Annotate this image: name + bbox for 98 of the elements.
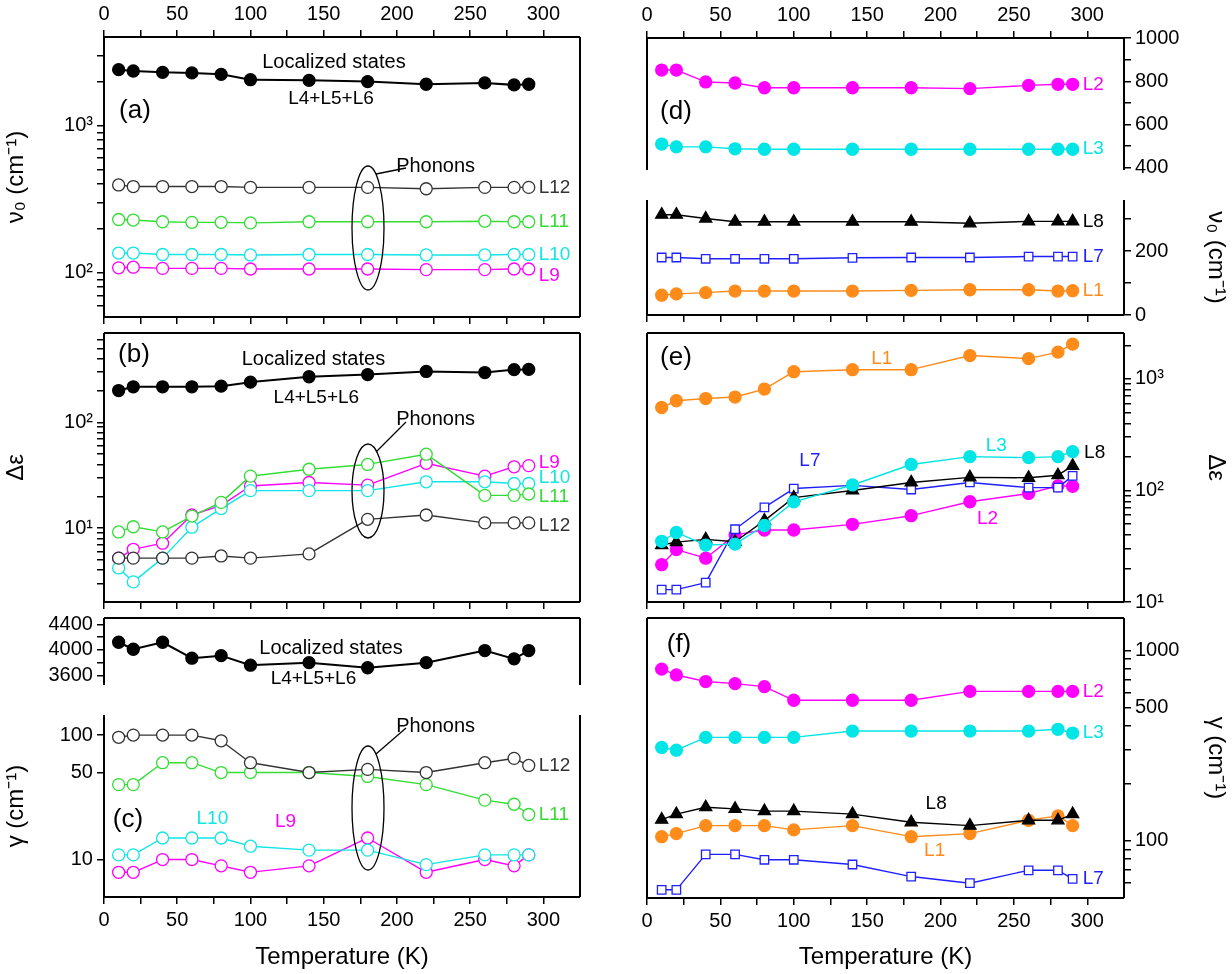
- x2-tick-label: 200: [923, 2, 958, 25]
- y-tick-label: 10¹: [1135, 589, 1165, 612]
- y-tick-label: 1000: [1135, 25, 1180, 48]
- y-axis-title: γ (cm⁻¹): [1, 764, 29, 848]
- y-tick-label: 0: [1135, 302, 1147, 325]
- x-tick-label: 250: [453, 907, 487, 930]
- x-tick-label: 100: [777, 908, 811, 931]
- annotation: Phonons: [396, 713, 476, 736]
- y-tick-label: 500: [1135, 695, 1169, 718]
- x-tick-label: 200: [923, 908, 958, 931]
- series-label: L7: [1082, 867, 1104, 889]
- series-label: L12: [538, 513, 571, 535]
- x-tick-label: 300: [1070, 908, 1104, 931]
- x-tick-label: 300: [526, 907, 561, 930]
- y-axis-title: γ (cm⁻¹): [1203, 716, 1231, 800]
- series-label: L11: [538, 209, 570, 231]
- series-label: L4+L5+L6: [270, 667, 357, 689]
- y-tick-label: 400: [1135, 155, 1169, 178]
- series-label: L9: [275, 810, 297, 832]
- y-tick-label: 10²: [1135, 477, 1165, 500]
- x-tick-label: 250: [997, 908, 1031, 931]
- chart-title: (f): [666, 628, 692, 659]
- series-label: L7: [1082, 244, 1104, 266]
- x2-tick-label: 250: [453, 1, 487, 24]
- chart-title: (e): [660, 341, 692, 372]
- series-label: L11: [538, 485, 570, 507]
- x2-tick-label: 250: [997, 2, 1031, 25]
- y-tick-label: 1000: [1135, 637, 1180, 660]
- x-tick-label: 0: [98, 907, 110, 930]
- text: (a): [119, 94, 151, 125]
- text: (c): [112, 803, 144, 834]
- series-label: L12: [538, 753, 571, 775]
- x-tick-label: 150: [850, 908, 884, 931]
- x2-tick-label: 150: [850, 2, 884, 25]
- x2-tick-label: 150: [307, 1, 341, 24]
- annotation: Phonons: [396, 153, 476, 176]
- x-axis-title: Temperature (K): [255, 942, 429, 970]
- series-label: L1: [871, 346, 893, 368]
- annotation: Localized states: [259, 636, 403, 659]
- series-label: L4+L5+L6: [288, 87, 374, 109]
- y-tick-label: 10³: [1135, 366, 1165, 389]
- y-axis-title: Δε: [1203, 454, 1231, 482]
- y-tick-label: 50: [70, 760, 93, 783]
- series-label: L10: [196, 806, 229, 828]
- series-label: L8: [1082, 209, 1104, 231]
- x-tick-label: 50: [709, 908, 732, 931]
- x-tick-label: 150: [307, 907, 341, 930]
- y-tick-label: 3600: [48, 662, 93, 685]
- series-label: L3: [985, 433, 1007, 455]
- y-tick-label: 10²: [64, 260, 94, 283]
- text: (d): [660, 95, 692, 126]
- y-tick-label: 10¹: [64, 515, 94, 538]
- x2-tick-label: 100: [777, 2, 811, 25]
- y-axis-title: ν₀ (cm⁻¹): [1203, 211, 1231, 304]
- y-tick-label: 600: [1135, 112, 1169, 135]
- y-tick-label: 10²: [64, 409, 94, 432]
- x-tick-label: 100: [233, 907, 268, 930]
- x2-tick-label: 300: [526, 1, 561, 24]
- x-tick-label: 50: [166, 907, 189, 930]
- series-label: L9: [538, 263, 560, 285]
- x2-tick-label: 300: [1070, 2, 1104, 25]
- x2-tick-label: 0: [98, 1, 110, 24]
- annotation: Localized states: [262, 50, 406, 73]
- x2-tick-label: 50: [709, 2, 732, 25]
- series-label: L2: [1082, 72, 1104, 94]
- series-label: L11: [538, 802, 570, 824]
- x-tick-label: 200: [380, 907, 414, 930]
- series-label: L3: [1082, 137, 1104, 159]
- series-label: L12: [538, 175, 571, 197]
- series-label: L10: [538, 242, 571, 264]
- series-label: L2: [1082, 679, 1104, 701]
- series-label: L1: [924, 839, 946, 861]
- y-tick-label: 100: [59, 722, 93, 745]
- series-label: L8: [1084, 440, 1106, 462]
- y-tick-label: 100: [1135, 828, 1169, 851]
- x2-tick-label: 100: [233, 1, 268, 24]
- annotation: Localized states: [241, 346, 386, 369]
- series-label: L7: [799, 448, 821, 470]
- series-label: L8: [925, 791, 947, 813]
- series-label: L1: [1082, 278, 1104, 300]
- x2-tick-label: 0: [641, 2, 653, 25]
- y-tick-label: 4000: [48, 637, 93, 660]
- series-label: L3: [1082, 721, 1104, 743]
- y-tick-label: 10³: [64, 113, 94, 136]
- y-tick-label: 800: [1135, 68, 1169, 91]
- chart-title: (b): [118, 338, 150, 369]
- y-axis-title: ν₀ (cm⁻¹): [1, 130, 29, 224]
- x-tick-label: 0: [641, 908, 653, 931]
- series-label: L4+L5+L6: [273, 386, 360, 408]
- x2-tick-label: 50: [166, 1, 189, 24]
- y-tick-label: 4400: [48, 611, 93, 634]
- y-axis-title: Δε: [1, 453, 29, 481]
- x-axis-title: Temperature (K): [798, 942, 973, 970]
- series-label: L2: [976, 506, 999, 528]
- y-tick-label: 10: [70, 847, 93, 870]
- annotation: Phonons: [396, 407, 476, 430]
- x2-tick-label: 200: [380, 1, 414, 24]
- y-tick-label: 200: [1135, 238, 1169, 261]
